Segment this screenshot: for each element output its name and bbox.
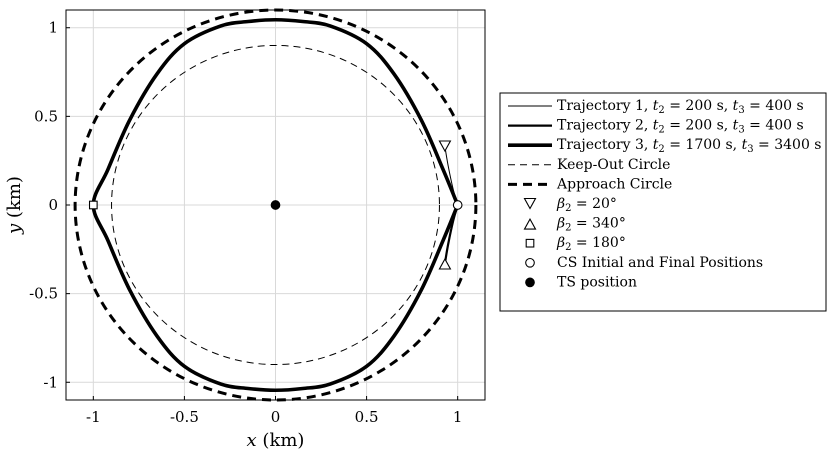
y-tick-label: -0.5 [29, 285, 58, 303]
legend: Trajectory 1, t2 = 200 s, t3 = 400 s Traj… [499, 92, 827, 312]
marker-2-180 [88, 200, 98, 210]
x-axis-label: x (km) [247, 430, 305, 451]
marker-ts-position [270, 200, 281, 210]
plot-frame [65, 9, 486, 401]
legend-label-2-20: β2 = 20° [556, 196, 617, 214]
marker-2-20 [438, 140, 452, 153]
x-tick-label: -1 [86, 408, 101, 426]
y-axis-label: y (km) [4, 176, 25, 235]
legend-label-keep-out-circle: Keep-Out Circle [557, 157, 670, 173]
y-tick-label: 0 [48, 196, 58, 214]
legend-swatch-cs-initial-and-final-positions [525, 257, 535, 268]
x-tick-label: 1 [453, 408, 463, 426]
legend-swatch-2-180 [525, 238, 535, 248]
series-keep-out-circle [111, 44, 440, 366]
legend-label-cs-initial-and-final-positions: CS Initial and Final Positions [557, 255, 763, 271]
legend-swatch-2-20 [523, 197, 537, 210]
y-tick-label: -1 [43, 373, 58, 391]
legend-label-2-180: β2 = 180° [556, 235, 626, 253]
x-tick-label: -0.5 [170, 408, 199, 426]
x-tick-label: 0 [271, 408, 281, 426]
legend-swatch-ts-position [525, 277, 535, 288]
y-tick-label: 0.5 [34, 107, 58, 125]
tick-labels: -1 -0.5 0 0.5 1 -1 -0.5 0 0.5 1 [29, 19, 462, 426]
legend-label-ts-position: TS position [557, 274, 637, 290]
marker-layer [88, 140, 463, 270]
legend-label-trajectory-2-t2-200-s-t3-400-s: Trajectory 2, t2 = 200 s, t3 = 400 s [557, 118, 804, 136]
x-tick-label: 0.5 [355, 408, 379, 426]
y-tick-label: 1 [48, 19, 58, 37]
legend-label-trajectory-3-t2-1700-s-t3-3400-s: Trajectory 3, t2 = 1700 s, t3 = 3400 s [557, 137, 822, 155]
marker-cs-initial-and-final-positions [452, 200, 463, 210]
legend-swatch-2-340 [523, 217, 537, 230]
legend-box [499, 92, 827, 312]
legend-label-approach-circle: Approach Circle [556, 176, 672, 192]
legend-label-trajectory-1-t2-200-s-t3-400-s: Trajectory 1, t2 = 200 s, t3 = 400 s [557, 98, 804, 116]
legend-label-2-340: β2 = 340° [556, 216, 626, 234]
marker-2-340 [438, 257, 452, 270]
